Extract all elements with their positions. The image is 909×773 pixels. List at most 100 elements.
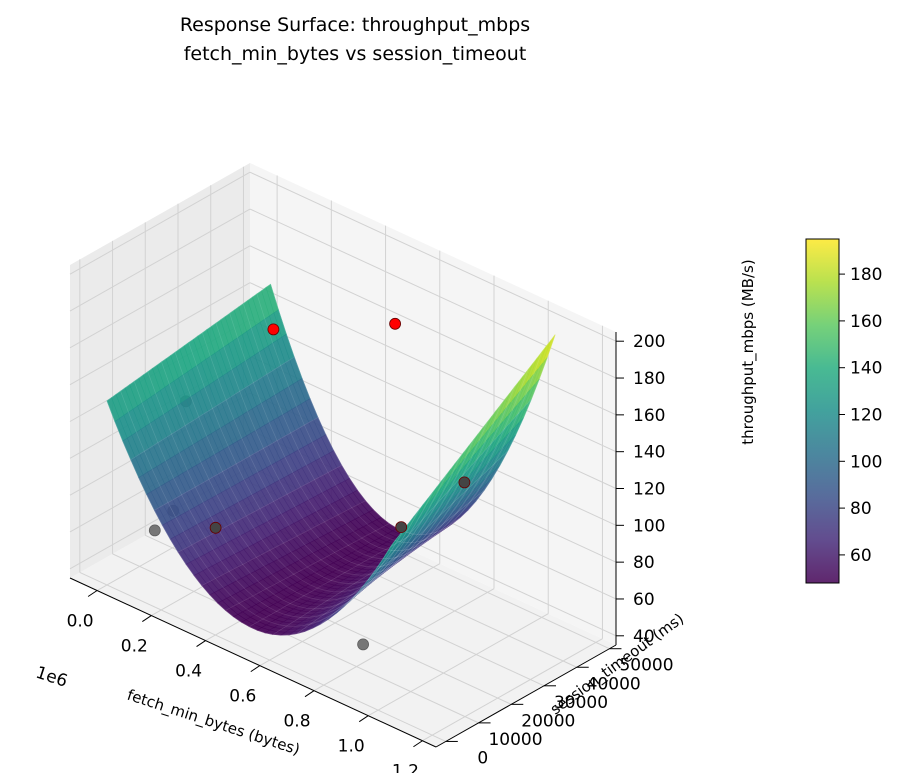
data-point-2 [389,317,402,330]
z-tick-label: 40 [633,627,655,647]
surface-mesh-line [202,332,488,576]
x-offset-label: 1e6 [33,663,70,692]
data-point-5 [148,524,161,537]
surface-mesh-line [272,531,437,635]
y-tick-label: 0 [477,748,488,768]
grid-line [313,588,495,692]
surface-mesh-line [215,322,502,568]
y-axis-line [435,644,617,748]
z-tick-label: 140 [633,443,665,463]
surface-mesh-line [229,313,515,560]
surface-mesh-line [270,284,556,536]
z-axis-label: throughput_mbps (MB/s) [739,259,758,444]
colorbar-tick-label: 140 [850,359,882,379]
x-tick-mark [87,590,98,597]
surface-mesh-line [106,283,271,402]
grid-line [259,563,441,667]
x-tick-label: 1.2 [392,762,419,773]
x-tick-mark [196,640,206,648]
surface-mesh-line [391,334,556,546]
x-tick-mark [413,740,423,748]
x-axis-line [69,577,437,748]
title-group: Response Surface: throughput_mbps fetch_… [180,14,530,65]
surface-mesh-line [367,398,532,581]
x-tick-label: 0.2 [121,637,148,657]
data-point-7 [395,521,408,533]
x-tick-mark [142,615,152,622]
z-tick-label: 200 [633,332,665,352]
grid-line [367,613,549,717]
surface-mesh-line [147,371,433,610]
response-surface [106,283,556,636]
grid-line [79,571,447,742]
x-tick-label: 0.6 [229,687,256,707]
grid-line [249,208,617,379]
z-tick-label: 160 [633,406,665,426]
surface-mesh-line [133,381,420,618]
x-axis-ticks: 0.0 0.2 0.4 0.6 0.8 1.0 1.2 [67,590,423,773]
grid-line [69,208,251,312]
colorbar-tick-label: 60 [850,546,872,566]
surface-mesh-line [296,517,461,634]
grid-line [249,319,617,489]
y-tick-label: 30000 [554,693,608,713]
x-tick-label: 0.0 [67,612,94,632]
y-tick-label: 50000 [619,656,673,676]
grid-line [69,282,251,386]
surface-mesh-line [120,390,406,627]
x-tick-mark [250,665,261,673]
colorbar-tick-label: 120 [850,406,882,426]
points-front [209,317,471,534]
surface-mesh-line [242,303,529,551]
grid-line [249,171,617,342]
z-tick-label: 100 [633,516,665,536]
colorbar-tick-label: 80 [850,499,872,519]
colorbar-tick-label: 160 [850,312,882,332]
z-axis-ticks: 40 60 80 100 120 140 160 180 200 [616,332,665,647]
y-tick-label: 20000 [521,711,575,731]
surface-mesh-line [106,400,392,636]
z-tick-label: 180 [633,369,665,389]
x-tick-label: 1.0 [338,737,365,757]
x-axis-label: fetch_min_bytes (bytes) [125,686,303,760]
grid-line [69,171,251,275]
x-tick-label: 0.4 [175,662,202,682]
colorbar-ticks: 60 80 100 120 140 160 180 [839,265,882,566]
z-tick-label: 120 [633,480,665,500]
surface-facet [383,539,397,558]
x-tick-mark [358,715,369,723]
surface-mesh-line [249,533,414,628]
data-point-8 [458,476,471,489]
colorbar-tick-label: 100 [850,452,882,472]
colorbar-gradient [806,239,839,583]
grid-line [249,355,617,526]
surface-mesh-line [174,352,461,593]
colorbar-frame [805,238,840,584]
y-tick-label: 40000 [587,674,641,694]
grid-line [249,282,617,453]
colorbar-tick-label: 180 [850,265,882,285]
surface-mesh-line [188,342,474,584]
chart-title: Response Surface: throughput_mbps [180,14,530,36]
surface-mesh-line [177,464,342,553]
surface-mesh-line [343,450,509,607]
x-tick-mark [304,690,315,698]
chart-subtitle: fetch_min_bytes vs session_timeout [184,43,527,65]
surface-mesh-line [154,417,319,511]
grid-line [69,245,251,349]
surface-mesh-line [201,500,366,586]
surface-mesh-line [225,523,390,611]
colorbar: 60 80 100 120 140 160 180 [805,238,882,584]
surface-mesh-line [256,293,542,544]
y-tick-label: 10000 [488,730,542,750]
grid-line [249,245,617,416]
surface-mesh-line [161,361,447,601]
data-point-1 [267,323,280,336]
z-tick-label: 60 [633,590,655,610]
surface-mesh-line [130,356,295,461]
grid-line [112,553,479,724]
z-tick-label: 80 [633,553,655,573]
data-point-6 [209,521,222,534]
